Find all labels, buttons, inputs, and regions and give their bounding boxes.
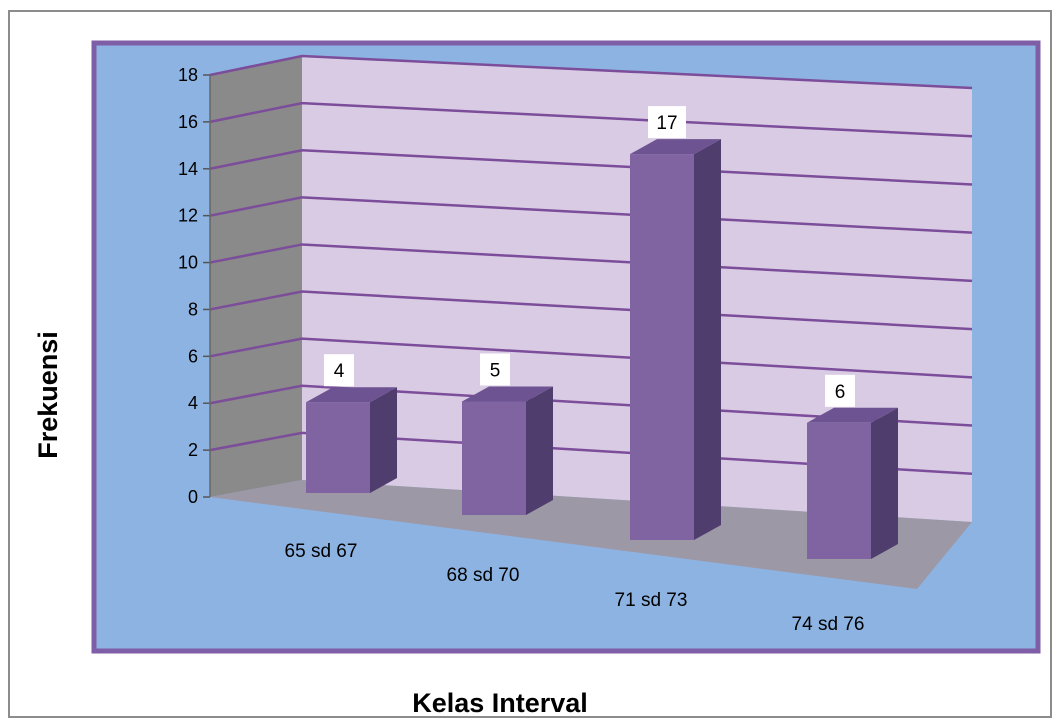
chart-frame: 0 2 4 6 8 10 12 14 16 18 65 sd 67 68 sd 70 71 sd 73… [8,10,1052,718]
side-wall [210,56,302,497]
bar-2 [462,386,553,515]
data-label-box [480,353,510,386]
data-label-box [648,106,686,139]
gridlines [209,54,973,476]
bar-top [306,387,397,403]
y-tick-label: 12 [178,206,198,226]
gridline [209,101,973,138]
y-tick-label: 14 [178,159,198,179]
y-tick-label: 8 [188,299,198,319]
y-tick-label: 16 [178,112,198,132]
data-label-box [324,354,354,387]
bar-top [630,139,721,155]
y-tick-labels: 0 2 4 6 8 10 12 14 16 18 [178,65,211,507]
bar-side [871,407,898,559]
y-tick-label: 2 [188,440,198,460]
data-label: 5 [490,361,501,382]
x-category-label: 68 sd 70 [447,565,520,586]
bar-top [462,386,553,402]
x-category-label: 65 sd 67 [285,541,358,562]
bar-top [807,407,898,423]
data-labels: 4 5 17 6 [324,106,855,407]
bar-front [306,402,370,493]
data-label: 4 [334,361,345,382]
y-tick-label: 0 [188,487,198,507]
bar-side [694,139,721,540]
bar-1 [306,387,397,493]
bar-front [630,154,694,540]
data-label: 6 [835,382,846,403]
bar-3 [630,139,721,540]
gridline [209,196,973,234]
gridline [209,290,973,331]
y-axis-title: Frekuensi [33,331,63,459]
bar-front [807,422,871,559]
bar-front [462,401,526,515]
x-category-labels: 65 sd 67 68 sd 70 71 sd 73 74 sd 76 [285,541,865,635]
data-label-box [825,374,855,407]
chart-canvas: 0 2 4 6 8 10 12 14 16 18 65 sd 67 68 sd 70 71 sd 73… [33,40,1041,718]
gridline [209,384,973,427]
floor [210,480,972,589]
bar-side [526,386,553,515]
bar-side [370,387,397,493]
data-label: 17 [656,113,677,134]
gridline [209,431,973,476]
x-category-label: 71 sd 73 [615,590,688,611]
gridline [209,243,973,283]
y-tick-label: 4 [188,393,198,413]
x-category-label: 74 sd 76 [792,614,865,635]
gridline [209,54,973,90]
x-axis-title: Kelas Interval [412,688,588,718]
y-tick-label: 10 [178,253,198,273]
y-tick-label: 18 [178,65,198,85]
bar-4 [807,407,898,559]
gridline [209,337,973,379]
y-tick-label: 6 [188,346,198,366]
bars [306,139,898,559]
gridline [209,148,973,186]
